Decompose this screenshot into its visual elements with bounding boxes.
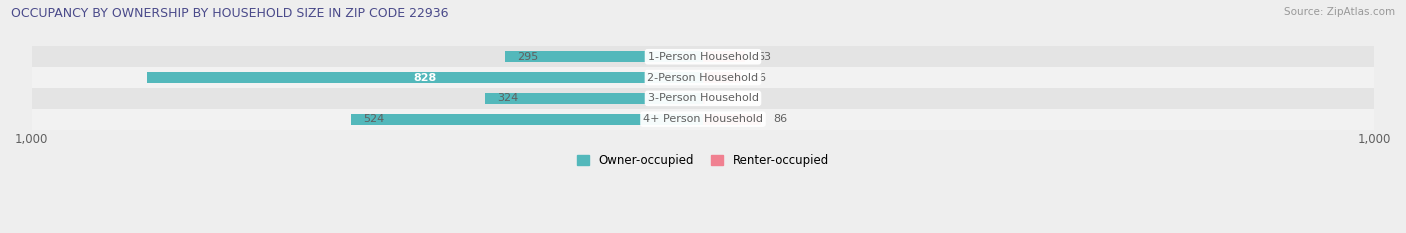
- Text: 4+ Person Household: 4+ Person Household: [643, 114, 763, 124]
- Bar: [703, 72, 741, 83]
- Text: 86: 86: [773, 114, 787, 124]
- Legend: Owner-occupied, Renter-occupied: Owner-occupied, Renter-occupied: [575, 151, 831, 169]
- Text: 2-Person Household: 2-Person Household: [647, 72, 759, 82]
- Bar: [32, 46, 1374, 67]
- Text: 524: 524: [363, 114, 385, 124]
- Bar: [703, 93, 704, 104]
- Text: 63: 63: [758, 52, 772, 62]
- Text: 56: 56: [752, 72, 766, 82]
- Text: 3: 3: [717, 93, 724, 103]
- Bar: [32, 88, 1374, 109]
- Bar: [148, 72, 703, 83]
- Bar: [352, 114, 703, 125]
- Bar: [505, 51, 703, 62]
- Text: 295: 295: [517, 52, 538, 62]
- Text: 828: 828: [413, 72, 437, 82]
- Bar: [32, 67, 1374, 88]
- Text: OCCUPANCY BY OWNERSHIP BY HOUSEHOLD SIZE IN ZIP CODE 22936: OCCUPANCY BY OWNERSHIP BY HOUSEHOLD SIZE…: [11, 7, 449, 20]
- Text: 324: 324: [498, 93, 519, 103]
- Text: Source: ZipAtlas.com: Source: ZipAtlas.com: [1284, 7, 1395, 17]
- Bar: [32, 109, 1374, 130]
- Text: 1-Person Household: 1-Person Household: [648, 52, 758, 62]
- Text: 3-Person Household: 3-Person Household: [648, 93, 758, 103]
- Bar: [703, 114, 761, 125]
- Bar: [703, 51, 745, 62]
- Bar: [485, 93, 703, 104]
